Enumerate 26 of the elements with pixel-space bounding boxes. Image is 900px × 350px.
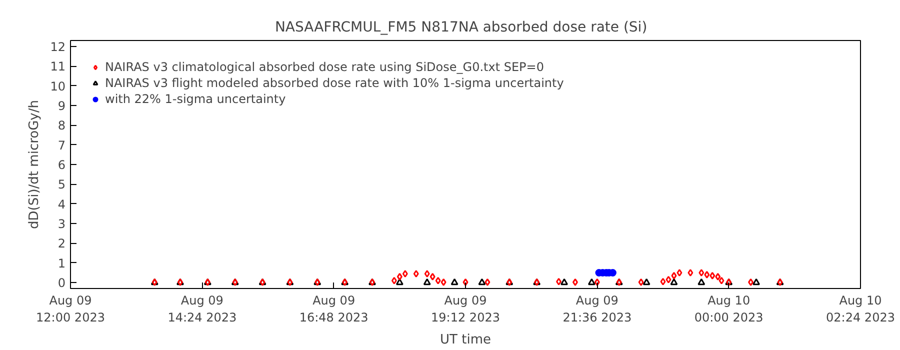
x-tick-label: Aug 09 12:00 2023 [36,294,105,324]
x-tick-label: Aug 09 16:48 2023 [299,294,368,324]
x-tick-label: Aug 10 00:00 2023 [694,294,764,324]
legend-label: with 22% 1-sigma uncertainty [105,92,286,106]
chart-title: NASAAFRCMUL_FM5 N817NA absorbed dose rate (Si) [274,20,648,36]
legend-label: NAIRAS v3 climatological absorbed dose rate using SiDose_G0.txt SEP=0 [105,60,544,74]
y-tick-label: 10 [50,79,66,94]
x-tick-label: Aug 09 21:36 2023 [562,294,632,324]
y-axis-title: dD(Si)/dt microGy/h [27,100,42,229]
y-tick-label: 1 [58,256,66,270]
x-tick-label: Aug 10 02:24 2023 [826,294,895,324]
y-tick-label: 7 [58,138,66,152]
y-tick-label: 5 [58,178,66,192]
x-tick-label: Aug 09 19:12 2023 [431,294,500,324]
y-tick-label: 6 [58,158,66,172]
y-tick-label: 3 [58,217,66,232]
y-tick-label: 4 [58,197,66,212]
y-tick-label: 0 [58,276,66,290]
legend-label: NAIRAS v3 flight modeled absorbed dose rate with 10% 1-sigma uncertainty [105,76,564,90]
y-tick-label: 8 [58,118,66,133]
y-tick-label: 11 [50,60,66,74]
y-tick-label: 2 [58,236,66,251]
y-tick-label: 9 [58,98,66,113]
x-tick-label: Aug 09 14:24 2023 [168,294,237,324]
x-axis-title: UT time [440,332,491,348]
y-tick-label: 12 [50,40,66,54]
